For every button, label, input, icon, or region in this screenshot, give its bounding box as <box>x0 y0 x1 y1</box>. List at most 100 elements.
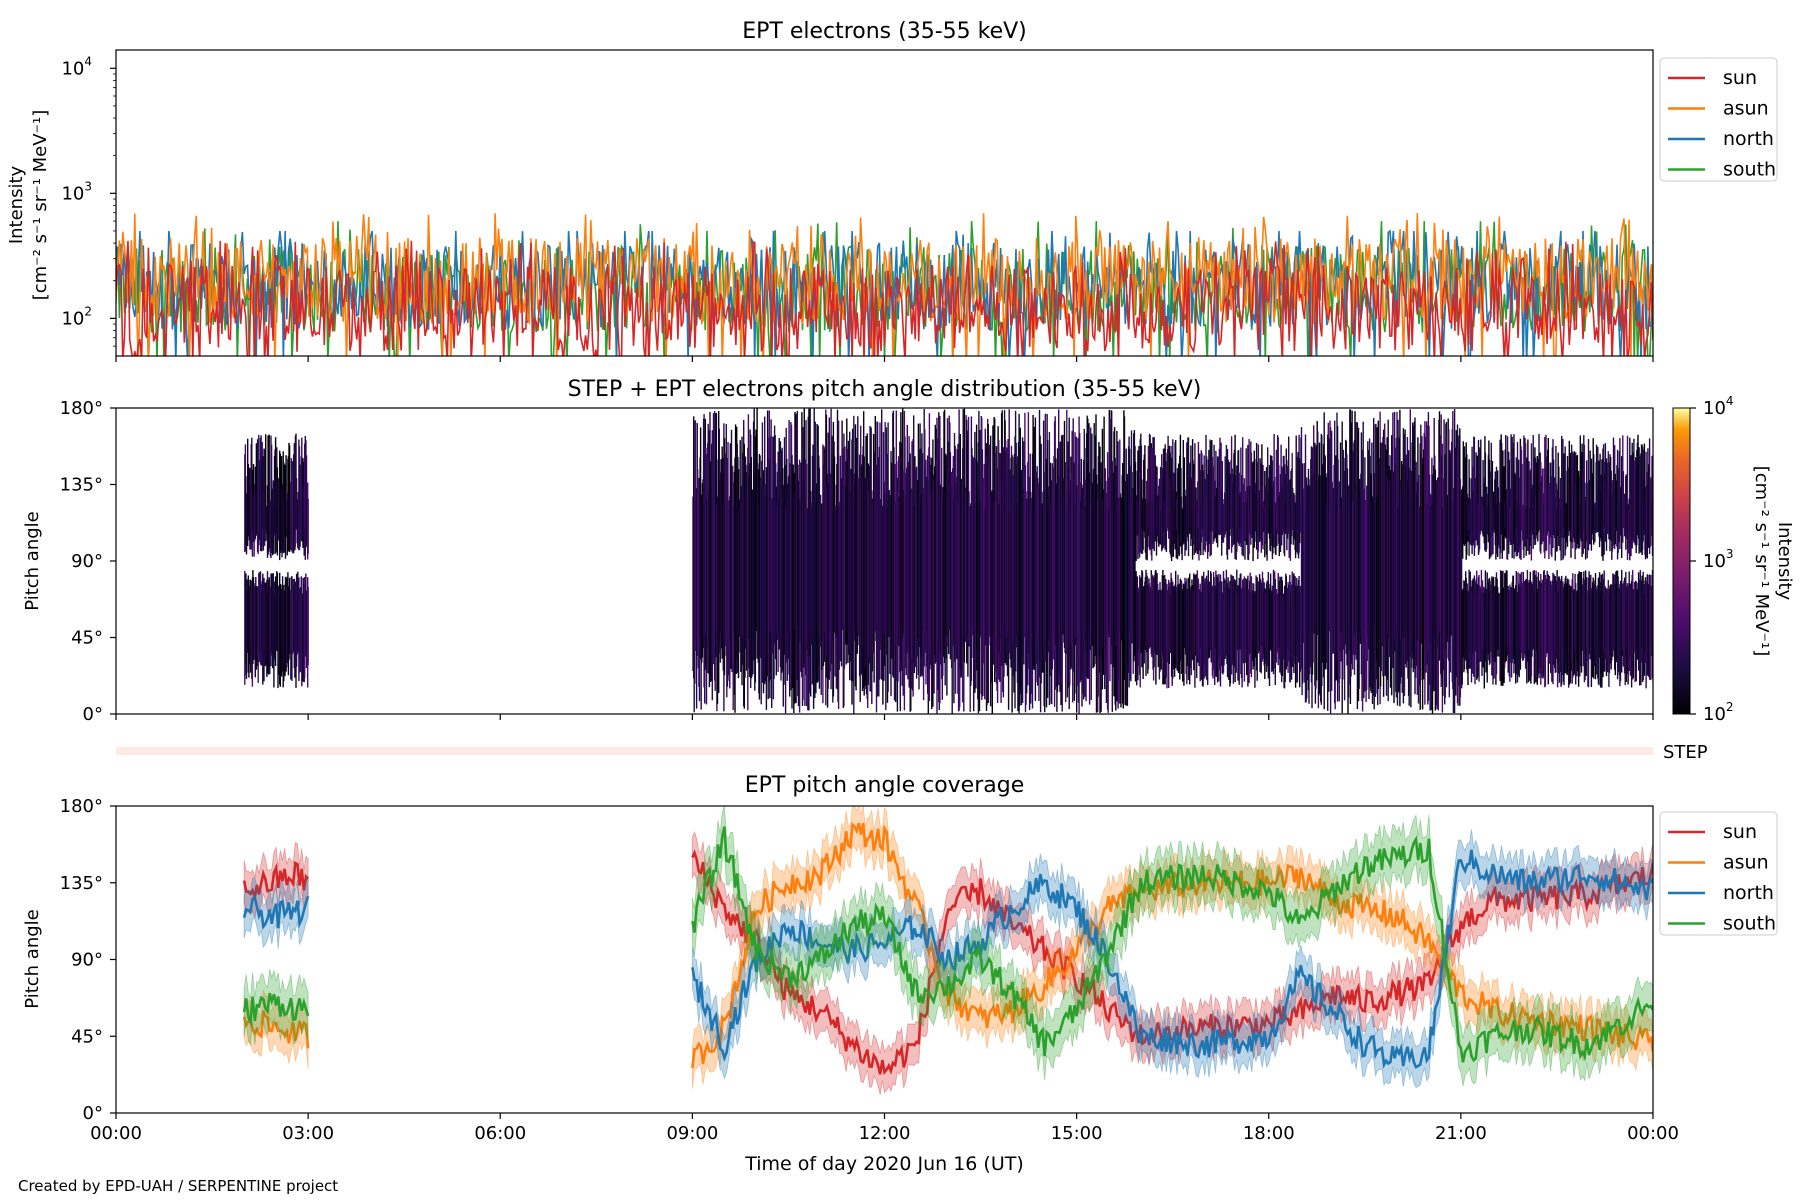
intensity-series-group <box>116 212 1653 356</box>
heat-cell <box>247 464 249 536</box>
heat-cell <box>1201 464 1204 530</box>
x-tick-label: 06:00 <box>474 1123 526 1144</box>
heat-cell <box>1508 459 1510 539</box>
heat-cell <box>1607 451 1609 535</box>
heat-cell <box>279 453 281 553</box>
heat-cell <box>1220 442 1222 534</box>
heat-cell <box>1619 438 1621 550</box>
legend-label-sun: sun <box>1723 821 1757 843</box>
coverage-title: EPT pitch angle coverage <box>745 773 1025 798</box>
x-tick-label: 03:00 <box>282 1123 334 1144</box>
coverage-legend: sun asun north south <box>1659 811 1778 936</box>
x-tick-label: 00:00 <box>1627 1123 1679 1144</box>
heat-cell <box>1524 443 1527 543</box>
legend-label-asun: asun <box>1723 98 1769 120</box>
series-line-sun <box>116 240 1653 356</box>
heat-cell <box>1593 454 1595 545</box>
y-tick-label: 90° <box>71 551 103 572</box>
heat-cell <box>301 437 303 540</box>
x-tick-label: 18:00 <box>1243 1123 1295 1144</box>
heat-cell <box>1506 436 1509 560</box>
heat-cell <box>265 434 267 530</box>
heat-cell <box>1173 472 1175 540</box>
y-tick-label: 0° <box>83 704 103 725</box>
legend-label-south: south <box>1723 159 1776 181</box>
heat-cell <box>1651 455 1653 537</box>
coverage-y-label: Pitch angle <box>22 909 43 1008</box>
coverage-band-south <box>692 806 1653 1087</box>
x-tick-label: 00:00 <box>90 1123 142 1144</box>
heat-cell <box>1612 437 1615 546</box>
legend-label-asun: asun <box>1723 852 1769 874</box>
heat-cell <box>1499 439 1501 560</box>
colorbar-tick-label: 104 <box>1703 394 1734 419</box>
step-bar <box>116 747 1653 755</box>
heat-cell <box>1153 437 1155 552</box>
colorbar-label-line1: Intensity <box>1774 522 1795 601</box>
coverage-band-north <box>692 829 1653 1089</box>
heat-cell <box>295 478 298 530</box>
heat-cell <box>1289 479 1291 532</box>
coverage-series-group <box>242 806 1653 1095</box>
pad-y-ticks: 0° 45° 90° 135° 180° <box>60 398 116 725</box>
legend-box <box>1659 811 1778 936</box>
heat-cell <box>1159 466 1162 533</box>
y-tick-label: 102 <box>61 304 92 329</box>
heat-cell <box>1167 435 1169 532</box>
pad-x-ticks <box>115 714 1654 720</box>
heat-cell <box>1297 451 1299 555</box>
pad-y-label: Pitch angle <box>22 511 43 610</box>
colorbar-ticks: 102 103 104 <box>1690 394 1734 725</box>
x-tick-label: 15:00 <box>1051 1123 1103 1144</box>
coverage-line-north <box>242 895 310 930</box>
y-tick-label: 104 <box>61 54 92 79</box>
heat-cell <box>305 455 308 532</box>
coverage-line-asun <box>691 822 1653 1069</box>
heat-cell <box>284 464 286 537</box>
step-strip: STEP <box>116 742 1708 763</box>
legend-label-north: north <box>1723 882 1774 904</box>
y-tick-label: 135° <box>60 873 103 894</box>
heat-cell <box>1555 483 1558 530</box>
heat-cell <box>1525 507 1527 556</box>
heat-cell <box>1516 442 1519 556</box>
heat-cell <box>1584 504 1587 560</box>
heat-cell <box>1219 437 1221 530</box>
heat-cell <box>1245 448 1247 542</box>
x-tick-label: 12:00 <box>859 1123 911 1144</box>
intensity-title: EPT electrons (35-55 keV) <box>742 19 1027 44</box>
coverage-line-asun <box>242 1010 310 1049</box>
y-tick-label: 90° <box>71 950 103 971</box>
heat-cell <box>1249 486 1251 533</box>
footer-credit: Created by EPD-UAH / SERPENTINE project <box>18 1177 339 1195</box>
y-tick-label: 0° <box>83 1103 103 1124</box>
heat-cell <box>1564 446 1566 556</box>
legend-label-south: south <box>1723 913 1776 935</box>
y-tick-label: 103 <box>61 179 92 204</box>
heat-cell <box>1633 460 1636 543</box>
intensity-y-label-line2: [cm⁻² s⁻¹ sr⁻¹ MeV⁻¹] <box>30 110 51 301</box>
heat-cell <box>1194 443 1196 536</box>
heat-cell <box>1275 449 1278 530</box>
heat-cell <box>1144 445 1146 538</box>
intensity-panel: EPT electrons (35-55 keV) 102 103 104 Inte… <box>6 19 1778 362</box>
heat-cell <box>1462 441 1464 545</box>
coverage-band-south <box>243 969 309 1047</box>
heat-cell <box>307 498 309 554</box>
colorbar-label-line2: [cm⁻² s⁻¹ sr⁻¹ MeV⁻¹] <box>1751 466 1772 657</box>
coverage-panel: EPT pitch angle coverage 0° 45° 90° 135° 180… <box>22 773 1778 1175</box>
colorbar: 102 103 104 Intensity [cm⁻² s⁻¹ sr⁻¹ MeV⁻¹… <box>1672 394 1795 725</box>
heat-cell <box>1464 457 1466 544</box>
colorbar-tick-label: 102 <box>1703 700 1734 725</box>
heat-cell <box>1198 453 1201 551</box>
intensity-y-ticks: 102 103 104 <box>61 54 116 347</box>
heat-cell <box>1288 505 1290 558</box>
heat-cell <box>1527 439 1529 551</box>
heat-cell <box>1267 447 1269 534</box>
intensity-x-ticks <box>115 356 1654 362</box>
intensity-legend: sun asun north south <box>1659 57 1778 182</box>
heat-cell <box>1626 435 1629 560</box>
y-tick-label: 135° <box>60 475 103 496</box>
heat-cell <box>1568 440 1570 529</box>
